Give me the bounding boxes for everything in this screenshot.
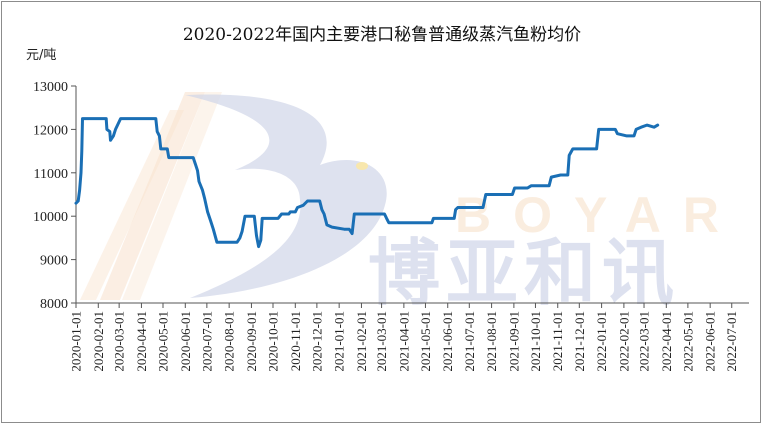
x-tick-label: 2020-10-01 bbox=[266, 311, 281, 372]
x-tick-label: 2021-05-01 bbox=[418, 311, 433, 372]
x-tick-label: 2021-11-01 bbox=[550, 311, 565, 371]
x-tick-label: 2021-10-01 bbox=[528, 311, 543, 372]
y-tick-label: 12000 bbox=[33, 123, 68, 138]
x-tick-label: 2021-09-01 bbox=[506, 311, 521, 372]
series-line-0 bbox=[74, 117, 660, 249]
x-tick-label: 2020-12-01 bbox=[309, 311, 324, 372]
x-tick-label: 2022-01-01 bbox=[594, 311, 609, 372]
x-tick-label: 2022-04-01 bbox=[659, 311, 674, 372]
y-tick-label: 9000 bbox=[40, 254, 68, 269]
x-tick-label: 2020-09-01 bbox=[244, 311, 259, 372]
x-tick-label: 2021-12-01 bbox=[572, 311, 587, 372]
watermark-b-logo-shape bbox=[185, 94, 387, 299]
x-tick-label: 2020-02-01 bbox=[91, 311, 106, 372]
x-tick-label: 2022-07-01 bbox=[724, 311, 739, 372]
y-tick-label: 13000 bbox=[33, 80, 68, 95]
watermark-cn-text: 博亚和讯 bbox=[368, 231, 680, 315]
x-tick-label: 2021-01-01 bbox=[332, 311, 347, 372]
y-tick-label: 11000 bbox=[34, 167, 68, 182]
x-tick-label: 2020-11-01 bbox=[288, 311, 303, 371]
x-tick-label: 2021-07-01 bbox=[462, 311, 477, 372]
x-tick-label: 2022-06-01 bbox=[703, 311, 718, 372]
x-tick-label: 2021-03-01 bbox=[374, 311, 389, 372]
x-tick-label: 2020-08-01 bbox=[222, 311, 237, 372]
x-tick-label: 2020-04-01 bbox=[134, 311, 149, 372]
x-tick-label: 2021-08-01 bbox=[484, 311, 499, 372]
y-axis-unit-label: 元/吨 bbox=[26, 48, 57, 63]
x-tick-label: 2021-04-01 bbox=[396, 311, 411, 372]
chart-title: 2020-2022年国内主要港口秘鲁普通级蒸汽鱼粉均价 bbox=[182, 25, 582, 45]
watermark-en-text: BOYAR bbox=[455, 187, 741, 243]
x-tick-label: 2020-01-01 bbox=[69, 311, 84, 372]
x-tick-label: 2020-07-01 bbox=[199, 311, 214, 372]
x-tick-label: 2021-06-01 bbox=[440, 311, 455, 372]
x-tick-label: 2021-02-01 bbox=[354, 311, 369, 372]
y-tick-label: 8000 bbox=[40, 297, 68, 312]
x-tick-label: 2020-05-01 bbox=[156, 311, 171, 372]
x-tick-label: 2022-02-01 bbox=[616, 311, 631, 372]
x-tick-label: 2022-05-01 bbox=[680, 311, 695, 372]
watermark-stripes bbox=[80, 92, 222, 300]
watermark-eye bbox=[356, 162, 368, 170]
boyar-watermark: BOYAR 博亚和讯 bbox=[80, 92, 741, 315]
x-tick-label: 2022-03-01 bbox=[637, 311, 652, 372]
y-tick-label: 10000 bbox=[33, 210, 68, 225]
x-tick-label: 2020-06-01 bbox=[178, 311, 193, 372]
x-tick-label: 2020-03-01 bbox=[112, 311, 127, 372]
